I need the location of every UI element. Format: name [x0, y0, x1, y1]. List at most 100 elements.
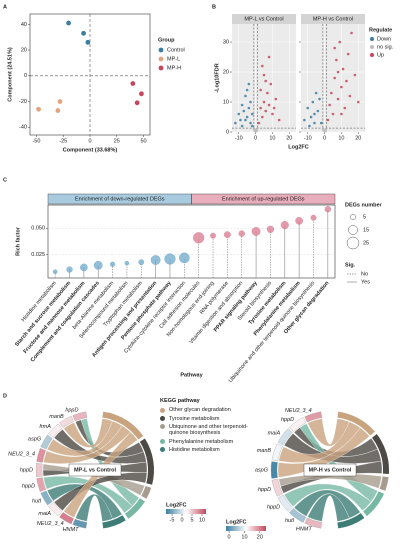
pathway-sector — [363, 491, 385, 517]
point — [321, 128, 325, 131]
legend-label: 5 — [363, 214, 366, 220]
gene-sector — [304, 411, 323, 423]
legend-title: Sig. — [345, 262, 356, 268]
gene-sector — [40, 434, 53, 450]
bubble — [280, 221, 289, 230]
gene-sector — [304, 517, 323, 529]
category-label: Starch and sucrose metabolism — [14, 280, 72, 348]
gene-label: hppD — [20, 467, 33, 473]
legend-key — [160, 439, 165, 445]
point — [343, 106, 347, 110]
gene-label: hutI — [285, 518, 295, 524]
point — [239, 118, 242, 122]
legend-key — [158, 56, 164, 62]
facet-panel — [232, 24, 296, 132]
pathway-sector — [337, 513, 365, 529]
pathway-sector — [102, 411, 144, 440]
legend-label: Up — [377, 52, 384, 58]
pathway-sector — [141, 485, 152, 499]
pathway-sector — [372, 434, 389, 475]
point — [139, 91, 144, 97]
gene-label: hppD — [281, 417, 294, 423]
point — [333, 46, 336, 50]
point — [130, 81, 136, 86]
legend-label: Control — [167, 47, 185, 53]
point — [350, 31, 353, 35]
point — [333, 76, 336, 80]
x-tick-label: 0 — [88, 138, 91, 144]
gene-label: hppD — [65, 408, 78, 414]
facet-strip — [232, 14, 296, 24]
bubble — [150, 255, 161, 265]
point — [345, 79, 348, 83]
gene-label: NEU2_3_4 — [285, 408, 312, 414]
point — [55, 108, 61, 113]
center-box — [68, 463, 122, 477]
point — [336, 70, 340, 74]
legend-label: MP-L — [167, 56, 180, 62]
point — [249, 100, 252, 104]
legend-title: DEGs number — [345, 202, 383, 208]
point — [264, 109, 267, 113]
bubble — [80, 263, 88, 272]
y-tick-label: 30 — [223, 39, 229, 45]
point — [244, 118, 247, 122]
colorbar-tick-label: 10 — [199, 517, 205, 523]
legend-key — [160, 416, 165, 422]
bubble — [124, 260, 130, 266]
y-tick-label: 40 — [21, 22, 27, 28]
legend-row: Other glycan degradation — [160, 407, 260, 413]
point — [308, 124, 311, 128]
gene-sector — [289, 417, 307, 432]
point — [356, 100, 360, 104]
legend-key — [160, 447, 165, 453]
point — [335, 58, 338, 62]
facet-strip — [301, 14, 365, 24]
legend-row: Tyrosine metabolism — [160, 416, 260, 422]
colorbar-tick-label: 5 — [190, 517, 193, 523]
legend-label: 25 — [363, 240, 369, 246]
point — [269, 82, 273, 86]
bubble — [210, 232, 216, 239]
bubble — [295, 217, 303, 225]
facet-title: MP-L vs Control — [244, 16, 283, 22]
y-tick-label: 20 — [21, 47, 27, 53]
point — [261, 115, 264, 119]
point — [252, 128, 256, 131]
ribbon — [278, 473, 382, 489]
point — [340, 85, 343, 89]
point — [306, 106, 310, 110]
point — [314, 91, 318, 95]
legend-label: Tyrosine metabolism — [169, 415, 220, 422]
x-tick-label: 10 — [269, 135, 275, 141]
colorbar-tick-label: 20 — [257, 534, 263, 540]
bubble — [224, 231, 231, 238]
bubble — [52, 269, 58, 274]
legend-key — [370, 53, 374, 57]
gene-label: HNMT — [63, 527, 80, 533]
legend-row: Histidine metabolism — [160, 447, 260, 453]
legend-label: No — [361, 271, 368, 277]
legend-label: no sig. — [377, 44, 394, 50]
size-key — [346, 236, 360, 250]
kegg-legend: KEGG pathway Other glycan degradation Tyro… — [160, 398, 260, 455]
point — [316, 109, 320, 113]
x-tick-label: 0 — [323, 135, 326, 141]
point — [313, 112, 316, 116]
legend-label: Other glycan degradation — [169, 407, 231, 414]
point — [328, 103, 331, 107]
gene-sector — [271, 478, 283, 497]
x-tick-label: -25 — [59, 138, 67, 144]
point — [319, 121, 323, 125]
ribbon — [53, 472, 148, 511]
y-tick-label: 0 — [24, 73, 27, 79]
y-tick-label: 0.025 — [31, 252, 45, 258]
ribbon — [63, 418, 113, 448]
point — [237, 112, 241, 116]
point — [81, 30, 86, 36]
bubble — [66, 266, 73, 273]
point — [323, 129, 327, 133]
gene-sector — [48, 502, 63, 517]
gene-label: aspG — [255, 467, 269, 473]
point — [66, 20, 71, 26]
